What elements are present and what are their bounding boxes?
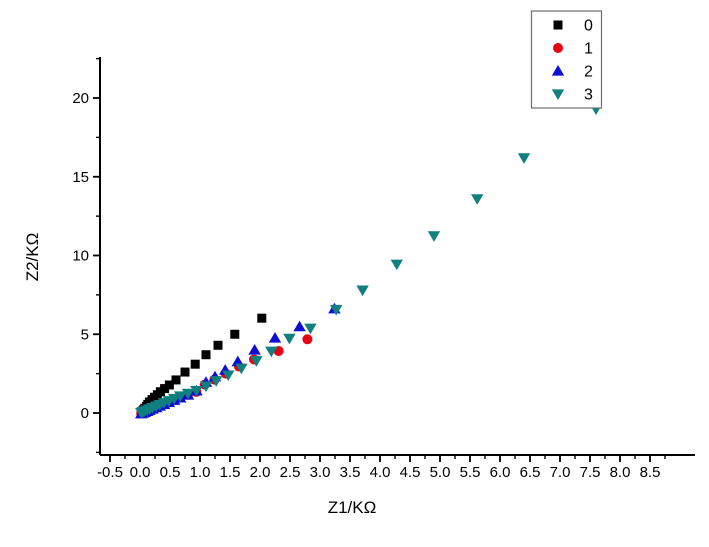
data-point xyxy=(231,355,244,367)
x-tick-label: 7.5 xyxy=(580,464,601,481)
data-point xyxy=(201,350,211,360)
legend: 0 1 2 3 xyxy=(530,10,603,109)
y-tick-label: 5 xyxy=(81,326,89,343)
legend-item-label: 3 xyxy=(584,87,593,104)
x-tick-label: 3.5 xyxy=(340,464,361,481)
data-point xyxy=(250,356,263,367)
data-point xyxy=(160,384,170,394)
x-tick-label: 0.0 xyxy=(130,464,151,481)
legend-item-label: 1 xyxy=(584,41,593,58)
data-point xyxy=(181,388,195,400)
data-point xyxy=(283,333,296,345)
data-point xyxy=(427,231,441,242)
legend-marker-circle xyxy=(553,43,563,53)
x-tick-label: 6.0 xyxy=(490,464,511,481)
x-tick-label: 5.0 xyxy=(430,464,451,481)
data-point xyxy=(302,334,313,345)
data-point xyxy=(164,380,174,390)
y-axis-title: Z2/KΩ xyxy=(23,233,42,282)
x-tick-label: 5.5 xyxy=(460,464,481,481)
data-point xyxy=(190,359,200,369)
x-tick-label: 3.0 xyxy=(310,464,331,481)
x-tick-label: -0.5 xyxy=(97,464,123,481)
data-point xyxy=(293,320,306,332)
data-point xyxy=(199,381,213,393)
data-point xyxy=(213,340,223,350)
data-point xyxy=(190,386,203,397)
axes-layer: -0.5 0.0 0.5 1.0 1.5 2.0 2.5 3.0 3.5 4.0 4.5 5.0 5.5… xyxy=(72,57,695,481)
legend-marker-square xyxy=(553,20,563,30)
x-tick-label: 8.0 xyxy=(610,464,631,481)
data-point xyxy=(174,391,187,402)
data-point xyxy=(257,313,267,323)
data-point xyxy=(330,304,343,316)
series-3 xyxy=(135,104,603,419)
x-tick-label: 4.5 xyxy=(400,464,421,481)
data-point xyxy=(304,323,317,335)
data-point xyxy=(222,370,235,382)
legend-item-label: 2 xyxy=(584,64,593,81)
data-point xyxy=(171,375,181,385)
data-point xyxy=(248,344,261,355)
x-tick-label: 7.0 xyxy=(550,464,571,481)
legend-marker-triangle-down xyxy=(551,89,565,100)
data-point xyxy=(517,153,531,164)
data-points-layer xyxy=(135,104,603,419)
data-point xyxy=(356,285,369,297)
legend-marker-triangle-up xyxy=(551,65,565,76)
x-tick-label: 1.5 xyxy=(220,464,241,481)
data-point xyxy=(230,329,240,339)
x-tick-label: 2.5 xyxy=(280,464,301,481)
x-tick-label: 1.0 xyxy=(190,464,211,481)
y-tick-label: 0 xyxy=(81,405,89,422)
data-point xyxy=(265,346,278,358)
legend-item-label: 0 xyxy=(584,18,593,35)
legend-box xyxy=(530,10,603,109)
y-tick-label: 15 xyxy=(72,169,89,186)
data-point xyxy=(471,194,484,205)
data-point xyxy=(268,332,282,343)
x-tick-label: 6.5 xyxy=(520,464,541,481)
x-axis-title: Z1/KΩ xyxy=(328,498,377,517)
x-tick-label: 0.5 xyxy=(160,464,181,481)
data-point xyxy=(235,363,248,375)
y-tick-label: 20 xyxy=(72,90,89,107)
x-tick-label: 8.5 xyxy=(640,464,661,481)
data-point xyxy=(210,376,223,387)
y-tick-label: 10 xyxy=(72,248,89,265)
x-tick-label: 2.0 xyxy=(250,464,271,481)
data-point xyxy=(390,259,403,271)
data-point xyxy=(180,367,190,377)
x-tick-label: 4.0 xyxy=(370,464,391,481)
